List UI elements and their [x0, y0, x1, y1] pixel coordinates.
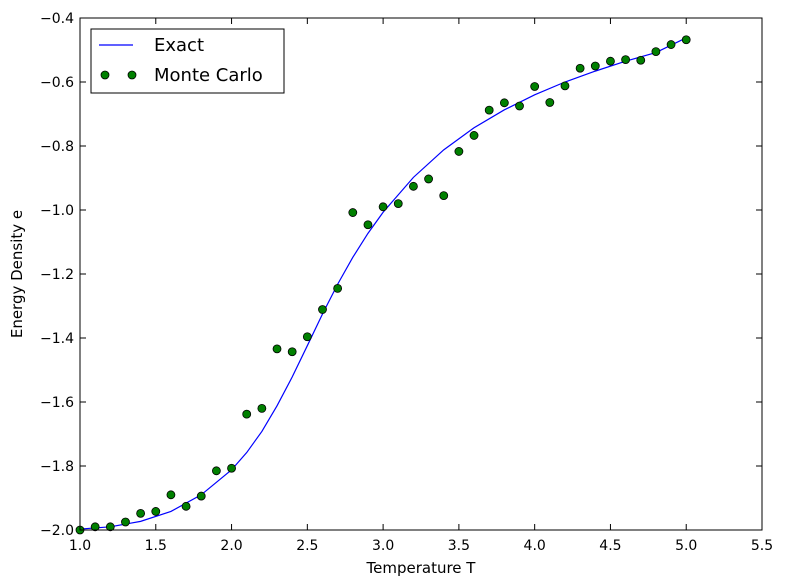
monte-carlo-point-8 [196, 491, 206, 501]
monte-carlo-point-27 [484, 105, 494, 115]
monte-carlo-point-17 [333, 283, 343, 293]
monte-carlo-point-6 [166, 490, 176, 500]
axes-layer: 1.0 1.5 2.0 2.5 3.0 3.5 4.0 4.5 5.0 5.5 −2.0 −1.8 −1… [40, 11, 773, 554]
y-tick-label-5: −1.0 [40, 203, 74, 219]
monte-carlo-point-35 [606, 56, 615, 66]
x-tick-label-4: 3.0 [372, 538, 394, 554]
monte-carlo-point-36 [621, 55, 630, 64]
monte-carlo-point-21 [393, 199, 403, 209]
monte-carlo-point-11 [242, 409, 252, 419]
monte-carlo-point-30 [530, 82, 540, 91]
x-tick-label-3: 2.5 [296, 538, 318, 554]
monte-carlo-point-9 [211, 466, 221, 476]
monte-carlo-point-32 [560, 81, 570, 91]
series-layer [75, 35, 691, 535]
monte-carlo-point-18 [348, 208, 358, 217]
monte-carlo-point-28 [499, 98, 509, 108]
monte-carlo-point-22 [409, 181, 418, 191]
monte-carlo-point-1 [90, 522, 100, 532]
monte-carlo-point-38 [651, 47, 661, 56]
monte-carlo-point-40 [681, 35, 691, 45]
monte-carlo-point-33 [575, 63, 585, 73]
monte-carlo-point-12 [257, 403, 267, 413]
legend-mc-marker-2 [127, 70, 137, 80]
monte-carlo-point-3 [121, 517, 130, 527]
monte-carlo-point-25 [454, 147, 464, 156]
monte-carlo-point-29 [515, 101, 524, 111]
x-axis-label: Temperature T [366, 559, 477, 577]
y-tick-label-2: −1.6 [40, 395, 74, 411]
y-tick-label-0: −2.0 [40, 523, 74, 539]
monte-carlo-point-5 [151, 507, 161, 516]
x-tick-label-7: 4.5 [599, 538, 621, 554]
x-tick-label-6: 4.0 [524, 538, 546, 554]
monte-carlo-point-19 [363, 220, 373, 230]
monte-carlo-point-14 [287, 347, 297, 357]
monte-carlo-point-10 [227, 463, 236, 473]
series-exact-line [79, 37, 687, 530]
monte-carlo-point-26 [469, 131, 479, 140]
x-tick-label-9: 5.5 [751, 538, 773, 554]
monte-carlo-point-20 [378, 202, 388, 212]
monte-carlo-point-16 [318, 305, 327, 314]
y-tick-label-4: −1.2 [40, 267, 74, 283]
x-tick-label-8: 5.0 [675, 538, 697, 554]
y-axis-label: Energy Density e [8, 210, 26, 338]
monte-carlo-point-39 [666, 40, 676, 49]
legend-mc-label: Monte Carlo [154, 65, 263, 86]
y-tick-label-7: −0.6 [40, 75, 74, 91]
monte-carlo-point-31 [545, 98, 555, 107]
legend: Exact Monte Carlo [90, 28, 285, 94]
monte-carlo-point-37 [636, 55, 646, 65]
y-tick-label-6: −0.8 [40, 139, 74, 155]
monte-carlo-point-23 [424, 174, 433, 184]
legend-mc-marker-1 [100, 70, 110, 80]
plot-background [80, 18, 762, 530]
monte-carlo-point-7 [181, 501, 191, 511]
x-tick-label-1: 1.5 [145, 538, 167, 554]
monte-carlo-point-34 [590, 61, 600, 71]
x-tick-label-5: 3.5 [448, 538, 470, 554]
monte-carlo-point-24 [439, 191, 449, 201]
y-tick-label-8: −0.4 [40, 11, 74, 27]
monte-carlo-point-4 [136, 508, 146, 518]
monte-carlo-point-13 [272, 344, 282, 354]
y-tick-label-3: −1.4 [40, 331, 74, 347]
legend-box [90, 28, 285, 94]
y-tick-label-1: −1.8 [40, 459, 74, 475]
legend-exact-label: Exact [154, 35, 204, 56]
x-tick-label-2: 2.0 [220, 538, 242, 554]
x-tick-label-0: 1.0 [69, 538, 91, 554]
monte-carlo-point-15 [302, 332, 312, 342]
monte-carlo-point-2 [105, 522, 115, 532]
